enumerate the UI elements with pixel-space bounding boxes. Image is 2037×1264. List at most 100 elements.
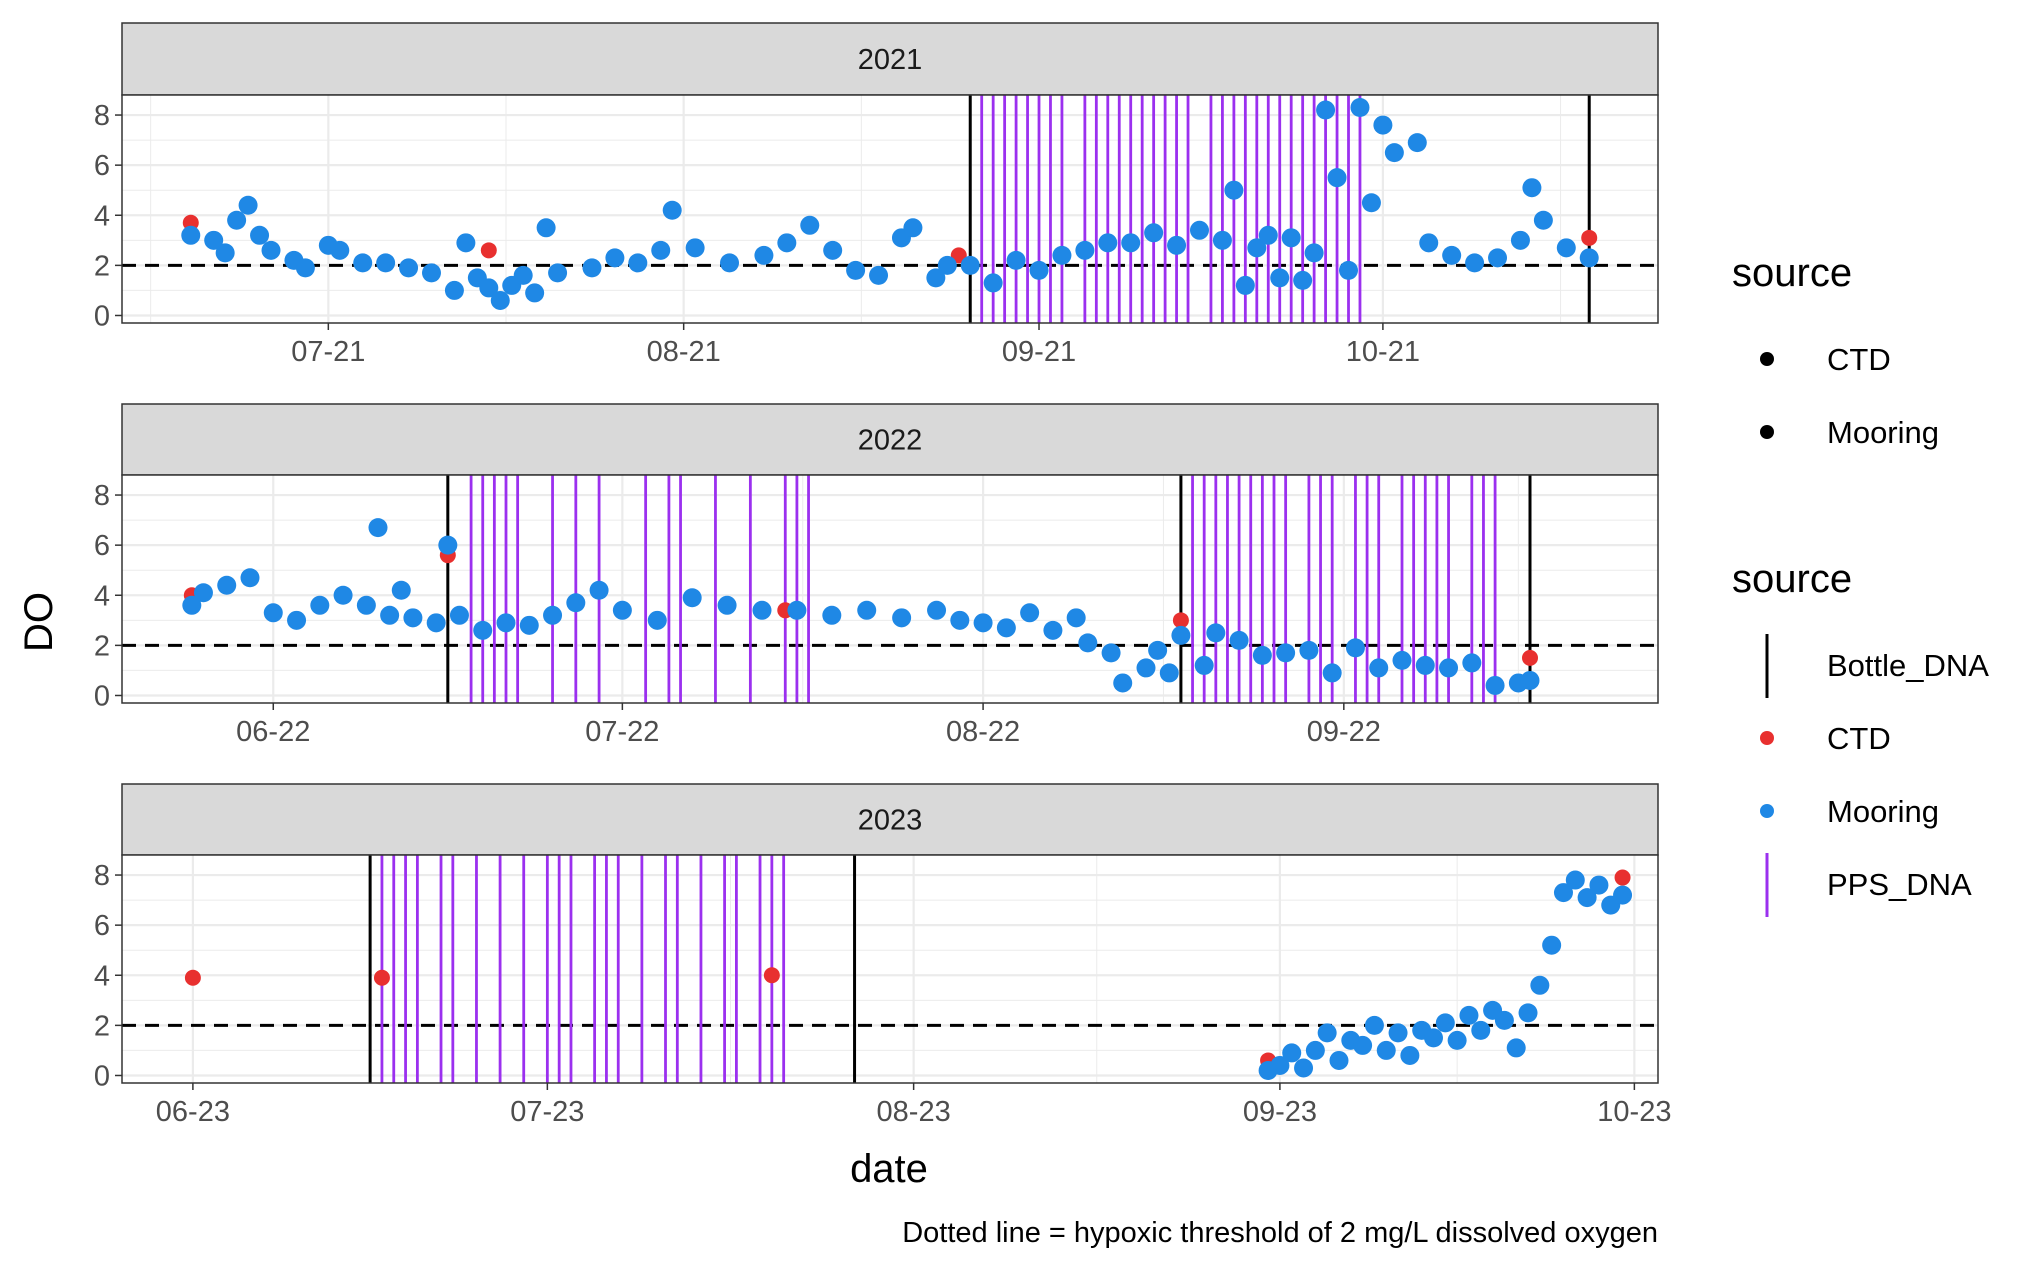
x-tick-label: 07-22 (585, 716, 659, 748)
mooring-point (496, 613, 516, 633)
mooring-point (513, 265, 533, 285)
mooring-point (525, 283, 545, 303)
x-tick-label: 08-21 (647, 336, 721, 368)
panel-border (121, 94, 1659, 324)
mooring-point (1520, 670, 1540, 690)
mooring-point (720, 253, 740, 273)
x-tick-label: 10-23 (1597, 1096, 1671, 1128)
mooring-point (1194, 655, 1214, 675)
mooring-point (456, 233, 476, 253)
x-tick-label: 09-22 (1307, 716, 1381, 748)
mooring-point (1270, 1055, 1290, 1075)
mooring-point (937, 255, 957, 275)
mooring-point (353, 253, 373, 273)
mooring-point (1442, 245, 1462, 265)
mooring-point (1345, 638, 1365, 658)
mooring-point (444, 280, 464, 300)
mooring-point (1485, 675, 1505, 695)
mooring-point (1424, 1028, 1444, 1048)
mooring-point (605, 248, 625, 268)
legends: source CTD Mooring source Bottle_DNA CTD Moori… (1732, 251, 1989, 917)
facet-2022: 2022 0 2 4 6 8 06-22 07-22 08-22 09-22 (94, 403, 1659, 748)
mooring-point (490, 290, 510, 310)
mooring-point (1270, 268, 1290, 288)
mooring-point (399, 258, 419, 278)
mooring-point (754, 245, 774, 265)
legend-point-glyph (1760, 731, 1774, 745)
mooring-point (927, 600, 947, 620)
mooring-point (1098, 233, 1118, 253)
y-tick-label: 6 (94, 910, 110, 942)
mooring-point (1304, 243, 1324, 263)
mooring-point (287, 610, 307, 630)
legend-point-glyph (1760, 804, 1774, 818)
mooring-point (926, 268, 946, 288)
mooring-point (996, 618, 1016, 638)
facet-2023: 2023 0 2 4 6 8 06-23 07-23 08-23 09-23 10-23 (94, 783, 1671, 1128)
mooring-point (1282, 1043, 1302, 1063)
mooring-point (857, 600, 877, 620)
ctd-point (1522, 649, 1538, 666)
x-tick-label: 07-21 (291, 336, 365, 368)
facet-strip (121, 22, 1659, 96)
ctd-point (480, 242, 497, 259)
mooring-point (1075, 240, 1095, 260)
mooring-point (240, 568, 260, 588)
mooring-point (651, 240, 671, 260)
mooring-point (1589, 875, 1609, 895)
mooring-point (1510, 230, 1530, 250)
mooring-point (295, 258, 315, 278)
x-tick-label: 08-23 (877, 1096, 951, 1128)
caption: Dotted line = hypoxic threshold of 2 mg/… (902, 1217, 1658, 1249)
mooring-point (1522, 178, 1542, 198)
mooring-point (892, 608, 912, 628)
mooring-point (330, 240, 350, 260)
mooring-point (1471, 1020, 1491, 1040)
mooring-point (950, 610, 970, 630)
mooring-point (973, 613, 993, 633)
mooring-point (1159, 663, 1179, 683)
mooring-point (1361, 193, 1381, 213)
x-tick-label: 09-21 (1002, 336, 1076, 368)
mooring-point (1020, 603, 1040, 623)
mooring-point (1144, 223, 1164, 243)
y-tick-label: 0 (94, 680, 110, 712)
mooring-point (1376, 1040, 1396, 1060)
mooring-point (1613, 885, 1633, 905)
ctd-point (950, 247, 967, 264)
mooring-point (333, 585, 353, 605)
mooring-point (1281, 228, 1301, 248)
mooring-point (250, 225, 270, 245)
y-tick-label: 4 (94, 960, 110, 992)
mooring-point (519, 615, 539, 635)
mooring-point (1293, 270, 1313, 290)
mooring-point (1189, 220, 1209, 240)
mooring-point (628, 253, 648, 273)
mooring-point (1400, 1045, 1420, 1065)
panel-background (122, 855, 1658, 1083)
ctd-point (373, 969, 390, 986)
mooring-point (215, 243, 235, 263)
mooring-point (647, 610, 667, 630)
mooring-point (1353, 1035, 1373, 1055)
facet-strip-label: 2021 (858, 44, 923, 76)
mooring-point (1121, 233, 1141, 253)
x-tick-label: 07-23 (510, 1096, 584, 1128)
mooring-point (1258, 225, 1278, 245)
mooring-point (1579, 248, 1599, 268)
mooring-point (1322, 663, 1342, 683)
mooring-point (193, 583, 213, 603)
y-tick-label: 8 (94, 860, 110, 892)
y-tick-label: 6 (94, 150, 110, 182)
y-tick-label: 2 (94, 630, 110, 662)
mooring-point (1565, 870, 1585, 890)
y-tick-label: 0 (94, 1060, 110, 1092)
mooring-point (1435, 1013, 1455, 1033)
y-tick-label: 0 (94, 300, 110, 332)
mooring-point (960, 255, 980, 275)
mooring-point (479, 278, 499, 298)
y-tick-label: 8 (94, 480, 110, 512)
mooring-point (310, 595, 330, 615)
y-tick-label: 4 (94, 580, 110, 612)
